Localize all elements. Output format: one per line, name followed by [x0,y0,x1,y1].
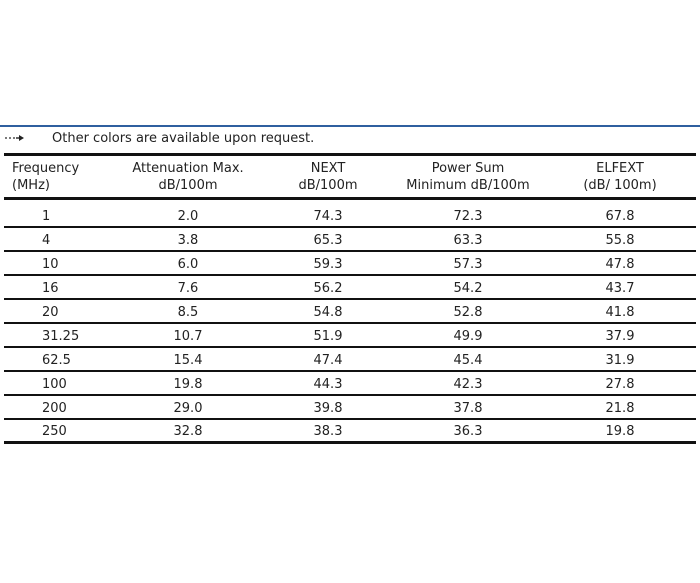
elfext-cell: 27.8 [605,376,635,392]
header-power-sum-line2: Minimum dB/100m [406,177,530,193]
attenuation-cell: 15.4 [173,352,203,368]
top-divider [0,125,700,127]
header-frequency: Frequency (MHz) [4,155,112,199]
header-power-sum-line1: Power Sum [431,160,505,176]
power-sum-cell: 54.2 [453,280,483,296]
attenuation-cell: 29.0 [173,400,203,416]
power-sum-cell: 57.3 [453,256,483,272]
next-cell: 56.2 [313,280,343,296]
header-elfext: ELFEXT (dB/ 100m) [544,155,696,199]
elfext-cell: 67.8 [605,208,635,224]
table-row: 20 8.5 54.8 52.8 41.8 [4,299,696,323]
header-power-sum: Power Sum Minimum dB/100m [392,155,544,199]
elfext-cell: 21.8 [605,400,635,416]
specs-table-container: Frequency (MHz) Attenuation Max. dB/100m… [4,153,696,444]
table-row: 31.25 10.7 51.9 49.9 37.9 [4,323,696,347]
availability-note: Other colors are available upon request. [4,129,314,147]
next-cell: 65.3 [313,232,343,248]
next-cell: 54.8 [313,304,343,320]
next-cell: 74.3 [313,208,343,224]
attenuation-cell: 32.8 [173,424,203,439]
elfext-cell: 41.8 [605,304,635,320]
frequency-cell: 62.5 [42,352,71,368]
attenuation-cell: 10.7 [173,328,203,344]
header-row: Frequency (MHz) Attenuation Max. dB/100m… [4,154,696,199]
frequency-cell: 100 [42,376,67,392]
table-row: 10 6.0 59.3 57.3 47.8 [4,251,696,275]
next-cell: 59.3 [313,256,343,272]
header-frequency-line1: Frequency [12,160,80,176]
frequency-cell: 10 [42,256,59,272]
elfext-cell: 31.9 [605,352,635,368]
power-sum-cell: 63.3 [453,232,483,248]
note-text: Other colors are available upon request. [52,130,315,146]
power-sum-cell: 36.3 [453,424,483,439]
table-row: 62.5 15.4 47.4 45.4 31.9 [4,347,696,371]
frequency-cell: 20 [42,304,59,320]
frequency-cell: 16 [42,280,59,296]
table-row: 1 2.0 74.3 72.3 67.8 [4,199,696,227]
table-body: 1 2.0 74.3 72.3 67.8 4 3.8 65.3 63.3 55.8 10 6.0 59.… [4,199,696,443]
attenuation-cell: 3.8 [177,232,199,248]
specs-table: Frequency (MHz) Attenuation Max. dB/100m… [4,153,696,444]
table-row: 250 32.8 38.3 36.3 19.8 [4,419,696,443]
elfext-cell: 47.8 [605,256,635,272]
table-header: Frequency (MHz) Attenuation Max. dB/100m… [4,154,696,199]
arrow-right-icon [4,129,26,147]
table-row: 16 7.6 56.2 54.2 43.7 [4,275,696,299]
next-cell: 47.4 [313,352,343,368]
elfext-cell: 43.7 [605,280,635,296]
header-elfext-line1: ELFEXT [596,160,644,176]
header-frequency-line2: (MHz) [12,177,50,193]
table-row: 100 19.8 44.3 42.3 27.8 [4,371,696,395]
power-sum-cell: 52.8 [453,304,483,320]
attenuation-cell: 2.0 [177,208,199,224]
frequency-cell: 4 [42,232,51,248]
attenuation-cell: 8.5 [177,304,199,320]
header-next: NEXT dB/100m [264,155,392,199]
next-cell: 39.8 [313,400,343,416]
header-next-line1: NEXT [310,160,346,176]
power-sum-cell: 72.3 [453,208,483,224]
header-attenuation-line1: Attenuation Max. [132,160,244,176]
table-row: 200 29.0 39.8 37.8 21.8 [4,395,696,419]
power-sum-cell: 37.8 [453,400,483,416]
table-row: 4 3.8 65.3 63.3 55.8 [4,227,696,251]
elfext-cell: 55.8 [605,232,635,248]
next-cell: 38.3 [313,424,343,439]
header-elfext-line2: (dB/ 100m) [583,177,657,193]
attenuation-cell: 7.6 [177,280,199,296]
elfext-cell: 37.9 [605,328,635,344]
attenuation-cell: 19.8 [173,376,203,392]
frequency-cell: 250 [42,424,67,439]
power-sum-cell: 45.4 [453,352,483,368]
elfext-cell: 19.8 [605,424,635,439]
header-attenuation: Attenuation Max. dB/100m [112,155,264,199]
power-sum-cell: 49.9 [453,328,483,344]
frequency-cell: 200 [42,400,67,416]
next-cell: 44.3 [313,376,343,392]
frequency-cell: 1 [42,208,51,224]
frequency-cell: 31.25 [42,328,80,344]
next-cell: 51.9 [313,328,343,344]
header-next-line2: dB/100m [298,177,358,193]
attenuation-cell: 6.0 [177,256,199,272]
header-attenuation-line2: dB/100m [158,177,218,193]
power-sum-cell: 42.3 [453,376,483,392]
